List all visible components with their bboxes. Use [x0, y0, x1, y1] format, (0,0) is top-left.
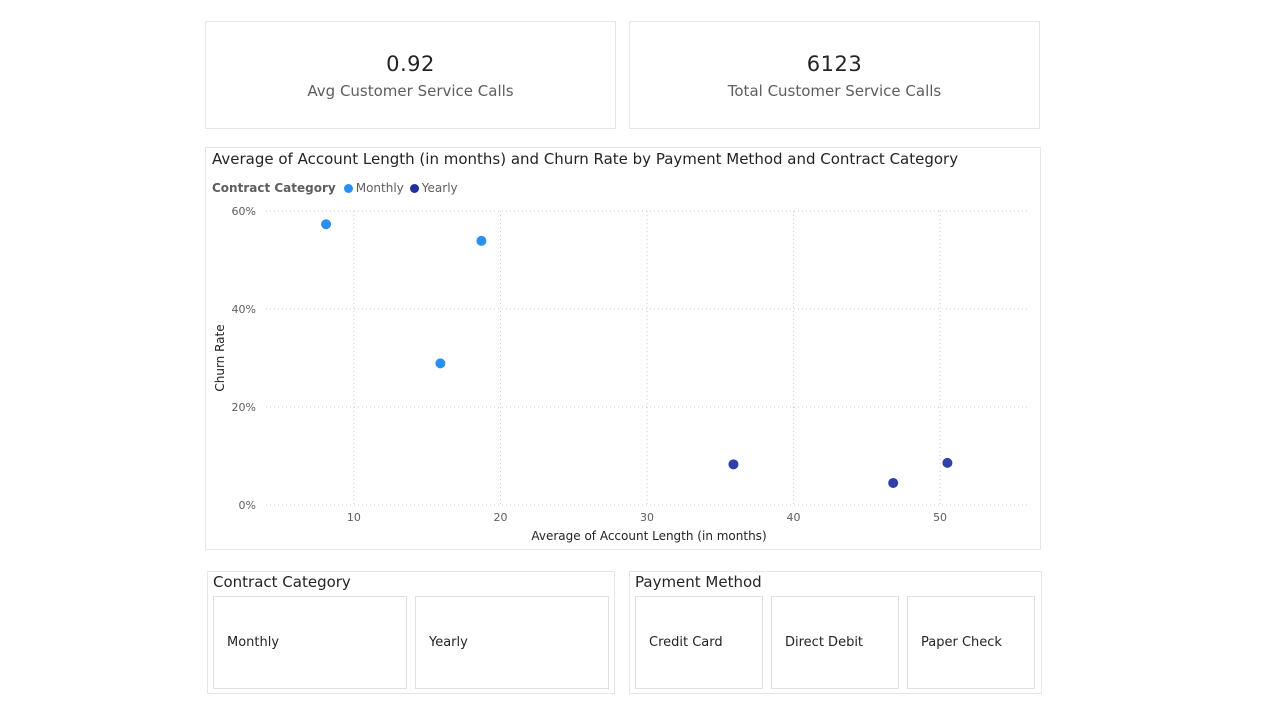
chart-legend: Contract Category Monthly Yearly [212, 181, 464, 195]
legend-title: Contract Category [212, 181, 336, 195]
data-point-monthly[interactable] [476, 235, 487, 246]
scatter-plot: 0% 20% 40% 60% 10 20 30 40 50 Average of Account … [213, 205, 1028, 543]
y-tick-label: 0% [239, 499, 256, 512]
x-tick-label: 10 [347, 511, 361, 524]
y-tick-label: 40% [232, 303, 256, 316]
slicer-title: Payment Method [635, 573, 762, 591]
kpi-label: Avg Customer Service Calls [307, 82, 514, 100]
slicer-tile-paper-check[interactable]: Paper Check [907, 596, 1035, 689]
slicer-tile-yearly[interactable]: Yearly [415, 596, 609, 689]
kpi-value: 0.92 [386, 52, 435, 76]
kpi-label: Total Customer Service Calls [727, 82, 942, 100]
legend-dot-monthly [343, 183, 353, 193]
contract-category-slicer: Contract Category Monthly Yearly [207, 571, 615, 694]
data-point-yearly[interactable] [888, 477, 899, 488]
data-point-yearly[interactable] [942, 457, 953, 468]
data-point-yearly[interactable] [728, 459, 739, 470]
chart-title: Average of Account Length (in months) an… [212, 150, 959, 168]
legend-dot-yearly [409, 183, 419, 193]
x-tick-label: 50 [933, 511, 947, 524]
kpi-card-total-calls[interactable]: 6123 Total Customer Service Calls [629, 21, 1040, 129]
scatter-chart-card[interactable]: Average of Account Length (in months) an… [205, 147, 1041, 550]
x-tick-label: 30 [640, 511, 654, 524]
slicer-title: Contract Category [213, 573, 351, 591]
slicer-tile-credit-card[interactable]: Credit Card [635, 596, 763, 689]
legend-item-yearly[interactable]: Yearly [409, 181, 458, 195]
data-point-monthly[interactable] [321, 219, 332, 230]
legend-item-monthly[interactable]: Monthly [343, 181, 404, 195]
x-axis-title: Average of Account Length (in months) [531, 529, 766, 543]
payment-method-slicer: Payment Method Credit Card Direct Debit … [629, 571, 1042, 694]
y-tick-label: 60% [232, 205, 256, 218]
x-tick-label: 40 [787, 511, 801, 524]
slicer-tile-direct-debit[interactable]: Direct Debit [771, 596, 899, 689]
slicer-tile-monthly[interactable]: Monthly [213, 596, 407, 689]
legend-label: Yearly [421, 181, 458, 195]
x-tick-label: 20 [493, 511, 507, 524]
y-axis-title: Churn Rate [213, 324, 227, 391]
kpi-value: 6123 [806, 52, 863, 76]
data-point-monthly[interactable] [435, 358, 446, 369]
kpi-card-avg-calls[interactable]: 0.92 Avg Customer Service Calls [205, 21, 616, 129]
legend-label: Monthly [355, 181, 404, 195]
y-tick-label: 20% [232, 401, 256, 414]
